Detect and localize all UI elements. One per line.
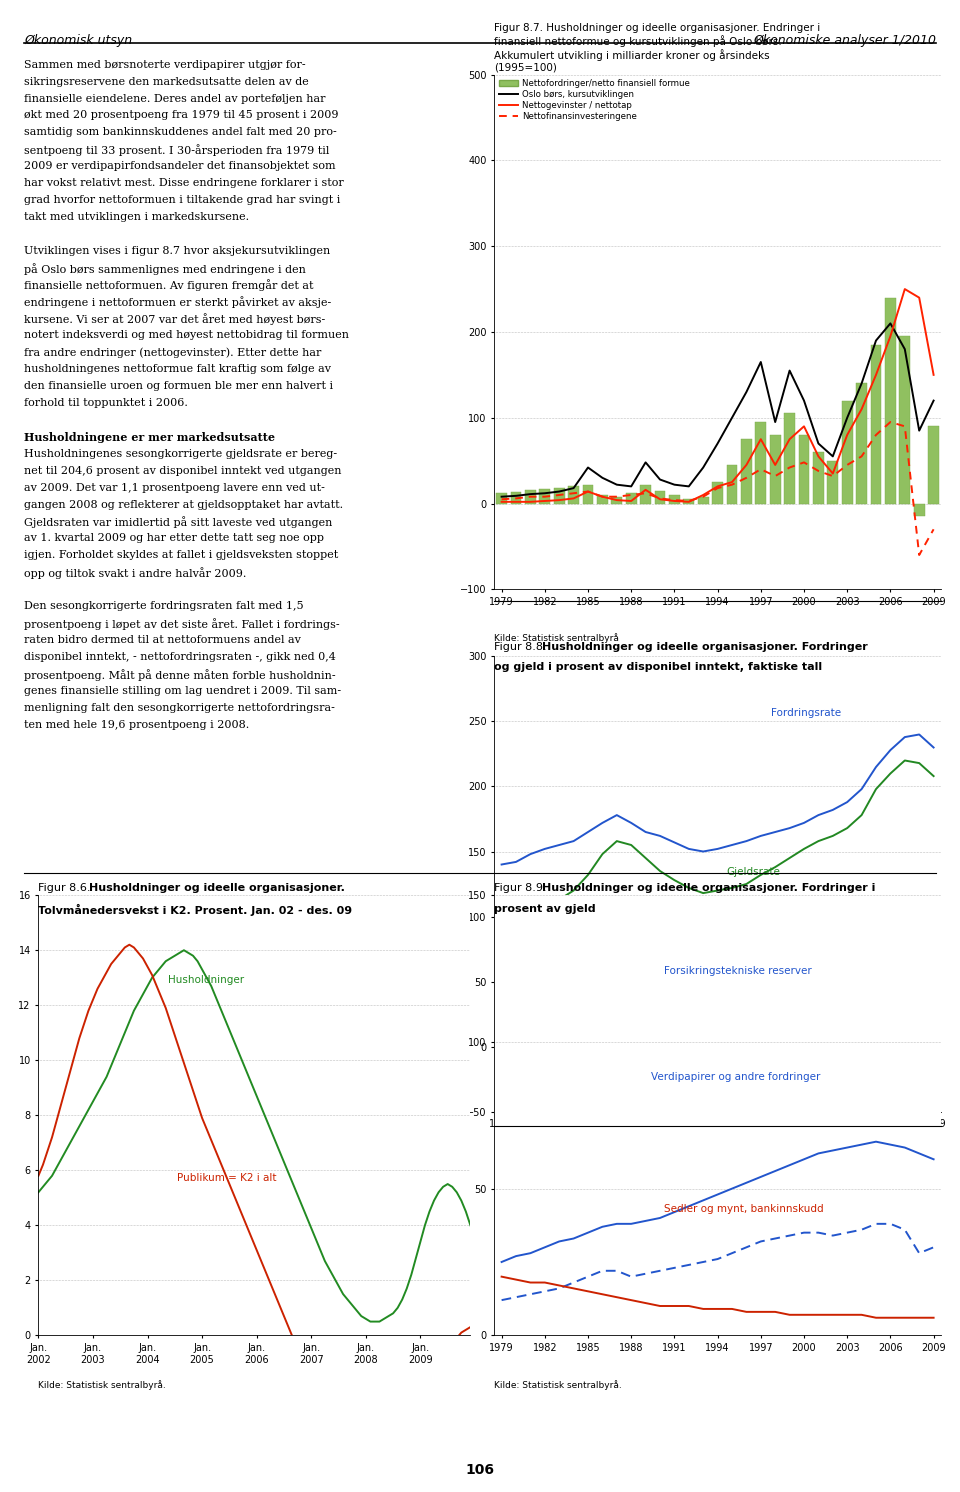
Text: endringene i nettoformuen er sterkt påvirket av aksje-: endringene i nettoformuen er sterkt påvi… xyxy=(24,297,331,309)
Text: Figur 8.9.: Figur 8.9. xyxy=(494,883,550,894)
Text: Den sesongkorrigerte fordringsraten falt med 1,5: Den sesongkorrigerte fordringsraten falt… xyxy=(24,601,303,612)
Text: sikringsreservene den markedsutsatte delen av de: sikringsreservene den markedsutsatte del… xyxy=(24,76,309,87)
Text: Kilde: Statistisk sentralbyrå.: Kilde: Statistisk sentralbyrå. xyxy=(494,1380,622,1391)
Text: Sammen med børsnoterte verdipapirer utgjør for-: Sammen med børsnoterte verdipapirer utgj… xyxy=(24,60,305,70)
Text: Gjeldsraten var imidlertid på sitt laveste ved utgangen: Gjeldsraten var imidlertid på sitt laves… xyxy=(24,516,332,528)
Text: prosentpoeng. Målt på denne måten forble husholdnin-: prosentpoeng. Målt på denne måten forble… xyxy=(24,668,336,680)
Text: Økonomisk utsyn: Økonomisk utsyn xyxy=(24,34,132,48)
Text: takt med utviklingen i markedskursene.: takt med utviklingen i markedskursene. xyxy=(24,212,250,222)
Text: av 2009. Det var 1,1 prosentpoeng lavere enn ved ut-: av 2009. Det var 1,1 prosentpoeng lavere… xyxy=(24,483,324,492)
Text: disponibel inntekt, - nettofordringsraten -, gikk ned 0,4: disponibel inntekt, - nettofordringsrate… xyxy=(24,652,336,662)
Text: forhold til toppunktet i 2006.: forhold til toppunktet i 2006. xyxy=(24,398,188,409)
Bar xyxy=(698,497,708,504)
Text: notert indeksverdi og med høyest nettobidrag til formuen: notert indeksverdi og med høyest nettobi… xyxy=(24,330,349,340)
Bar xyxy=(540,489,550,504)
Bar xyxy=(525,489,536,504)
Text: Kilde: Statistisk sentralbyrå.: Kilde: Statistisk sentralbyrå. xyxy=(494,1149,622,1159)
Text: samtidig som bankinnskuddenes andel falt med 20 pro-: samtidig som bankinnskuddenes andel falt… xyxy=(24,127,337,137)
Bar xyxy=(597,495,608,504)
Text: Tolvmånedersvekst i K2. Prosent. Jan. 02 - des. 09: Tolvmånedersvekst i K2. Prosent. Jan. 02… xyxy=(38,904,352,916)
Bar xyxy=(900,336,910,504)
Bar xyxy=(856,383,867,504)
Text: Fordringsrate: Fordringsrate xyxy=(771,707,841,718)
Text: den finansielle uroen og formuen ble mer enn halvert i: den finansielle uroen og formuen ble mer… xyxy=(24,380,333,391)
Text: Nettofordringsrate: Nettofordringsrate xyxy=(628,1022,726,1031)
Bar xyxy=(612,497,622,504)
Text: Husholdninger og ideelle organisasjoner.: Husholdninger og ideelle organisasjoner. xyxy=(89,883,346,894)
Bar xyxy=(684,500,694,504)
Bar xyxy=(741,439,752,504)
Text: raten bidro dermed til at nettoformuens andel av: raten bidro dermed til at nettoformuens … xyxy=(24,636,300,645)
Text: og gjeld i prosent av disponibel inntekt, faktiske tall: og gjeld i prosent av disponibel inntekt… xyxy=(494,662,823,673)
Text: Verdipapirer og andre fordringer: Verdipapirer og andre fordringer xyxy=(651,1073,820,1082)
Bar xyxy=(813,452,824,504)
Bar xyxy=(784,413,795,504)
Text: Figur 8.7. Husholdninger og ideelle organisasjoner. Endringer i
finansiell netto: Figur 8.7. Husholdninger og ideelle orga… xyxy=(494,22,821,73)
Text: Utviklingen vises i figur 8.7 hvor aksjekursutviklingen: Utviklingen vises i figur 8.7 hvor aksje… xyxy=(24,246,330,255)
Text: Kilde: Statistisk sentralbyrå: Kilde: Statistisk sentralbyrå xyxy=(494,633,619,643)
Bar xyxy=(928,427,939,504)
Bar xyxy=(511,491,521,504)
Text: gangen 2008 og reflekterer at gjeldsopptaket har avtatt.: gangen 2008 og reflekterer at gjeldsoppt… xyxy=(24,500,343,510)
Bar xyxy=(554,488,564,504)
Text: genes finansielle stilling om lag uendret i 2009. Til sam-: genes finansielle stilling om lag uendre… xyxy=(24,686,341,695)
Text: kursene. Vi ser at 2007 var det året med høyest børs-: kursene. Vi ser at 2007 var det året med… xyxy=(24,313,325,325)
Text: av 1. kvartal 2009 og har etter dette tatt seg noe opp: av 1. kvartal 2009 og har etter dette ta… xyxy=(24,534,324,543)
Text: Kilde: Statistisk sentralbyrå.: Kilde: Statistisk sentralbyrå. xyxy=(38,1380,166,1391)
Text: Gjeldsrate: Gjeldsrate xyxy=(727,867,780,877)
Text: Forsikringstekniske reserver: Forsikringstekniske reserver xyxy=(664,967,812,976)
Text: prosent av gjeld: prosent av gjeld xyxy=(494,904,596,915)
Bar xyxy=(727,466,737,504)
Text: økt med 20 prosentpoeng fra 1979 til 45 prosent i 2009: økt med 20 prosentpoeng fra 1979 til 45 … xyxy=(24,110,339,121)
Text: Husholdningenes sesongkorrigerte gjeldsrate er bereg-: Husholdningenes sesongkorrigerte gjeldsr… xyxy=(24,449,337,460)
Text: menligning falt den sesongkorrigerte nettofordringsra-: menligning falt den sesongkorrigerte net… xyxy=(24,703,335,713)
Text: Sedler og mynt, bankinnskudd: Sedler og mynt, bankinnskudd xyxy=(664,1204,824,1214)
Text: husholdningenes nettoformue falt kraftig som følge av: husholdningenes nettoformue falt kraftig… xyxy=(24,364,331,374)
Text: Figur 8.8.: Figur 8.8. xyxy=(494,642,550,652)
Bar xyxy=(655,491,665,504)
Text: prosentpoeng i løpet av det siste året. Fallet i fordrings-: prosentpoeng i løpet av det siste året. … xyxy=(24,618,340,630)
Text: Publikum = K2 i alt: Publikum = K2 i alt xyxy=(177,1173,276,1183)
Text: 106: 106 xyxy=(466,1464,494,1477)
Text: ten med hele 19,6 prosentpoeng i 2008.: ten med hele 19,6 prosentpoeng i 2008. xyxy=(24,719,250,730)
Bar xyxy=(871,345,881,504)
Text: igjen. Forholdet skyldes at fallet i gjeldsveksten stoppet: igjen. Forholdet skyldes at fallet i gje… xyxy=(24,551,338,561)
Bar xyxy=(669,495,680,504)
Text: finansielle nettoformuen. Av figuren fremgår det at: finansielle nettoformuen. Av figuren fre… xyxy=(24,279,314,291)
Text: Figur 8.6.: Figur 8.6. xyxy=(38,883,94,894)
Text: på Oslo børs sammenlignes med endringene i den: på Oslo børs sammenlignes med endringene… xyxy=(24,263,306,275)
Text: fra andre endringer (nettogevinster). Etter dette har: fra andre endringer (nettogevinster). Et… xyxy=(24,348,322,358)
Bar xyxy=(914,504,924,516)
Bar xyxy=(626,494,636,504)
Bar xyxy=(885,298,896,504)
Bar xyxy=(828,461,838,504)
Bar xyxy=(583,485,593,504)
Bar xyxy=(799,436,809,504)
Bar xyxy=(568,486,579,504)
Text: 2009 er verdipapirfondsandeler det finansobjektet som: 2009 er verdipapirfondsandeler det finan… xyxy=(24,161,336,172)
Text: finansielle eiendelene. Deres andel av porteføljen har: finansielle eiendelene. Deres andel av p… xyxy=(24,94,325,103)
Legend: Nettofordringer/netto finansiell formue, Oslo børs, kursutviklingen, Nettogevins: Nettofordringer/netto finansiell formue,… xyxy=(498,79,690,121)
Bar xyxy=(770,436,780,504)
Bar xyxy=(496,494,507,504)
Text: Husholdningene er mer markedsutsatte: Husholdningene er mer markedsutsatte xyxy=(24,433,275,443)
Text: Husholdninger og ideelle organisasjoner. Fordringer: Husholdninger og ideelle organisasjoner.… xyxy=(542,642,868,652)
Bar xyxy=(756,422,766,504)
Text: Økonomiske analyser 1/2010: Økonomiske analyser 1/2010 xyxy=(753,34,936,48)
Text: net til 204,6 prosent av disponibel inntekt ved utgangen: net til 204,6 prosent av disponibel innt… xyxy=(24,466,342,476)
Text: Husholdninger: Husholdninger xyxy=(168,976,244,985)
Text: opp og tiltok svakt i andre halvår 2009.: opp og tiltok svakt i andre halvår 2009. xyxy=(24,567,247,579)
Bar xyxy=(712,482,723,504)
Text: har vokst relativt mest. Disse endringene forklarer i stor: har vokst relativt mest. Disse endringen… xyxy=(24,178,344,188)
Text: grad hvorfor nettoformuen i tiltakende grad har svingt i: grad hvorfor nettoformuen i tiltakende g… xyxy=(24,195,341,204)
Bar xyxy=(640,485,651,504)
Text: Husholdninger og ideelle organisasjoner. Fordringer i: Husholdninger og ideelle organisasjoner.… xyxy=(542,883,876,894)
Bar xyxy=(842,401,852,504)
Text: sentpoeng til 33 prosent. I 30-årsperioden fra 1979 til: sentpoeng til 33 prosent. I 30-årsperiod… xyxy=(24,145,329,157)
